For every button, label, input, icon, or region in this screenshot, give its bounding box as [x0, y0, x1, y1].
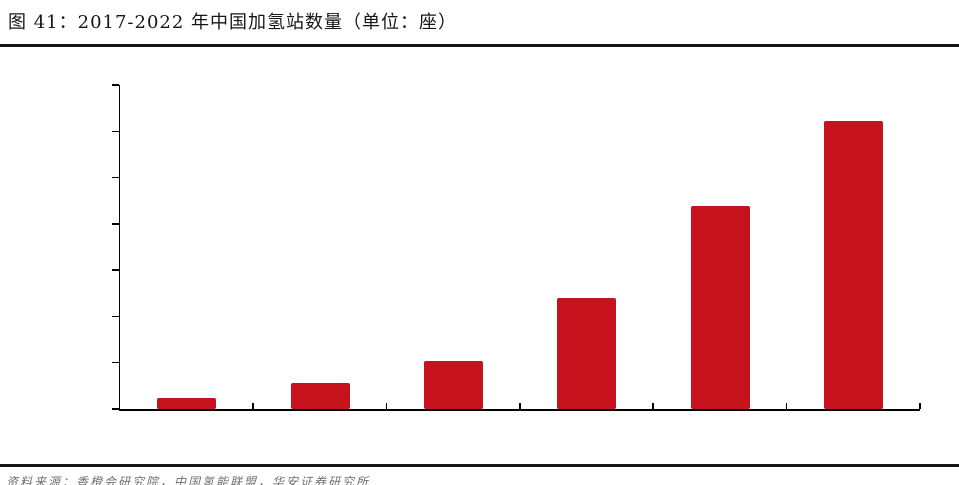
- x-axis-tick: [252, 403, 254, 409]
- title-divider: [0, 44, 959, 47]
- y-axis-tick: [111, 269, 119, 271]
- y-axis-tick: [111, 408, 119, 410]
- x-axis-tick: [519, 403, 521, 409]
- y-axis-tick: [111, 84, 119, 86]
- x-axis-tick: [919, 403, 921, 409]
- bar-2022: [823, 121, 883, 409]
- y-axis-line: [118, 85, 120, 409]
- x-axis-tick: [385, 403, 388, 409]
- source-note: 资料来源：香橙会研究院，中国氢能联盟，华安证券研究所: [6, 475, 371, 485]
- y-axis-tick: [111, 130, 119, 133]
- y-axis-tick: [111, 176, 119, 179]
- x-axis-tick: [652, 403, 654, 409]
- y-axis-tick: [111, 223, 119, 225]
- x-axis-line: [118, 409, 920, 411]
- footer-divider: [0, 464, 959, 467]
- figure-title: 图 41：2017-2022 年中国加氢站数量（单位：座）: [8, 12, 458, 33]
- bar-2019: [423, 360, 483, 409]
- x-axis-tick: [785, 403, 788, 409]
- bar-2017: [157, 397, 217, 409]
- bar-chart: [111, 84, 921, 411]
- y-axis-tick: [111, 315, 119, 318]
- bar-2021: [690, 206, 750, 409]
- bar-2020: [557, 297, 617, 409]
- bar-2018: [290, 383, 350, 409]
- y-axis-tick: [111, 361, 119, 364]
